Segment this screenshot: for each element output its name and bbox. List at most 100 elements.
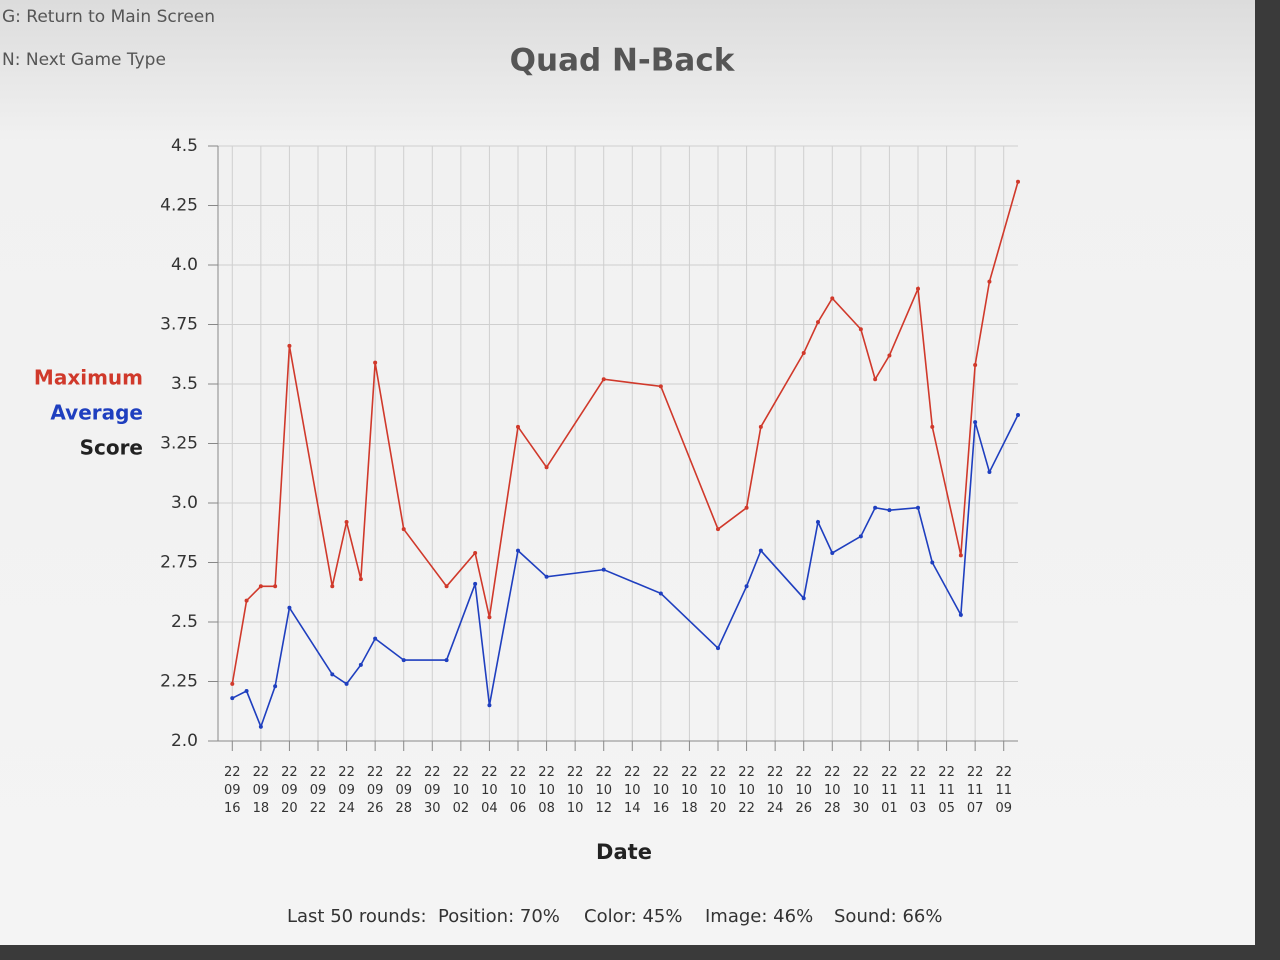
y-tick-label: 2.5 bbox=[171, 612, 198, 632]
x-tick-label-part: 11 bbox=[910, 783, 927, 798]
x-tick-label: 22 11 05 bbox=[938, 765, 955, 816]
x-tick-label-part: 28 bbox=[824, 801, 841, 816]
x-tick-label: 22 10 22 bbox=[738, 765, 755, 816]
data-point bbox=[987, 470, 992, 475]
x-tick-label-part: 22 bbox=[395, 765, 412, 780]
x-tick-label-part: 22 bbox=[881, 765, 898, 780]
data-point bbox=[473, 581, 478, 586]
y-tick-label: 3.0 bbox=[171, 493, 198, 513]
data-point bbox=[830, 296, 835, 301]
data-point bbox=[801, 596, 806, 601]
data-point bbox=[601, 377, 606, 382]
x-tick-label: 22 10 12 bbox=[595, 765, 612, 816]
x-tick-label-part: 22 bbox=[910, 765, 927, 780]
menu-item[interactable]: N: Next Game Type bbox=[2, 50, 166, 70]
x-tick-label-part: 22 bbox=[710, 765, 727, 780]
x-tick-label-part: 22 bbox=[338, 765, 355, 780]
data-point bbox=[801, 351, 806, 356]
data-point bbox=[716, 527, 720, 532]
data-point bbox=[544, 574, 549, 579]
data-point bbox=[987, 279, 992, 284]
x-tick-label-part: 22 bbox=[481, 765, 498, 780]
data-point bbox=[344, 681, 349, 686]
x-tick-label-part: 20 bbox=[710, 801, 727, 816]
x-tick-label: 22 10 02 bbox=[453, 765, 470, 816]
data-point bbox=[1016, 412, 1020, 417]
data-point bbox=[1016, 179, 1020, 184]
x-tick-label-part: 10 bbox=[795, 783, 812, 798]
stat: Last 50 rounds: bbox=[287, 906, 427, 927]
x-tick-label-part: 22 bbox=[853, 765, 870, 780]
x-tick-label-part: 04 bbox=[481, 801, 498, 816]
x-tick-label-part: 09 bbox=[424, 783, 441, 798]
x-tick-label: 22 10 20 bbox=[710, 765, 727, 816]
data-point bbox=[287, 605, 292, 610]
chart-title: Quad N-Back bbox=[510, 43, 736, 79]
x-tick-label: 22 11 09 bbox=[995, 765, 1012, 816]
data-point bbox=[916, 505, 920, 510]
x-tick-label-part: 01 bbox=[881, 801, 898, 816]
x-tick-label-part: 22 bbox=[310, 801, 327, 816]
x-axis-label: Date bbox=[596, 840, 652, 864]
x-tick-label: 22 09 30 bbox=[424, 765, 441, 816]
x-tick-label: 22 09 28 bbox=[395, 765, 412, 816]
x-tick-label: 22 09 20 bbox=[281, 765, 298, 816]
x-tick-label-part: 11 bbox=[938, 783, 955, 798]
data-point bbox=[873, 377, 878, 382]
data-line bbox=[231, 181, 1019, 685]
x-tick-label-part: 08 bbox=[538, 801, 555, 816]
x-tick-label-part: 18 bbox=[253, 801, 270, 816]
x-tick-label-part: 02 bbox=[453, 801, 470, 816]
data-point bbox=[658, 384, 663, 389]
data-point bbox=[758, 548, 763, 553]
x-tick-label-part: 06 bbox=[510, 801, 527, 816]
x-tick-label-part: 30 bbox=[853, 801, 870, 816]
x-tick-label-part: 09 bbox=[395, 783, 412, 798]
x-tick-label-part: 22 bbox=[424, 765, 441, 780]
data-point bbox=[487, 703, 492, 708]
x-tick-label-part: 20 bbox=[281, 801, 298, 816]
data-point bbox=[973, 362, 978, 367]
data-point bbox=[244, 598, 249, 603]
x-tick-label: 22 10 24 bbox=[767, 765, 784, 816]
data-point bbox=[930, 560, 935, 565]
x-tick-label-part: 09 bbox=[310, 783, 327, 798]
x-tick-label-part: 10 bbox=[538, 783, 555, 798]
x-tick-label-part: 26 bbox=[367, 801, 384, 816]
x-tick-label-part: 24 bbox=[338, 801, 355, 816]
legend-entry: Average bbox=[50, 401, 143, 425]
x-tick-label-part: 10 bbox=[853, 783, 870, 798]
x-tick-label: 22 10 16 bbox=[653, 765, 670, 816]
data-point bbox=[744, 584, 749, 589]
data-point bbox=[444, 658, 449, 663]
data-point bbox=[258, 584, 263, 589]
x-tick-label-part: 11 bbox=[995, 783, 1012, 798]
x-tick-label-part: 22 bbox=[967, 765, 984, 780]
data-point bbox=[887, 353, 892, 358]
x-tick-label-part: 22 bbox=[310, 765, 327, 780]
stat: Position: 70% bbox=[438, 906, 560, 927]
x-tick-label-part: 10 bbox=[481, 783, 498, 798]
data-point bbox=[258, 724, 263, 729]
x-tick-label-part: 10 bbox=[624, 783, 641, 798]
y-tick-label: 4.25 bbox=[160, 196, 198, 216]
x-tick-label-part: 10 bbox=[738, 783, 755, 798]
data-point bbox=[516, 548, 520, 553]
x-tick-label: 22 10 14 bbox=[624, 765, 641, 816]
y-tick-label: 4.5 bbox=[171, 136, 198, 156]
menu-item[interactable]: G: Return to Main Screen bbox=[2, 7, 215, 27]
stat: Color: 45% bbox=[584, 906, 682, 927]
x-tick-label-part: 22 bbox=[367, 765, 384, 780]
data-point bbox=[873, 505, 878, 510]
data-point bbox=[544, 465, 549, 470]
x-tick-label-part: 22 bbox=[510, 765, 527, 780]
x-tick-label-part: 22 bbox=[653, 765, 670, 780]
data-point bbox=[344, 520, 349, 525]
stat: Sound: 66% bbox=[834, 906, 942, 927]
y-tick-label: 3.75 bbox=[160, 315, 198, 335]
x-tick-label: 22 10 18 bbox=[681, 765, 698, 816]
x-tick-label: 22 11 03 bbox=[910, 765, 927, 816]
x-tick-label-part: 22 bbox=[795, 765, 812, 780]
data-point bbox=[658, 591, 663, 596]
